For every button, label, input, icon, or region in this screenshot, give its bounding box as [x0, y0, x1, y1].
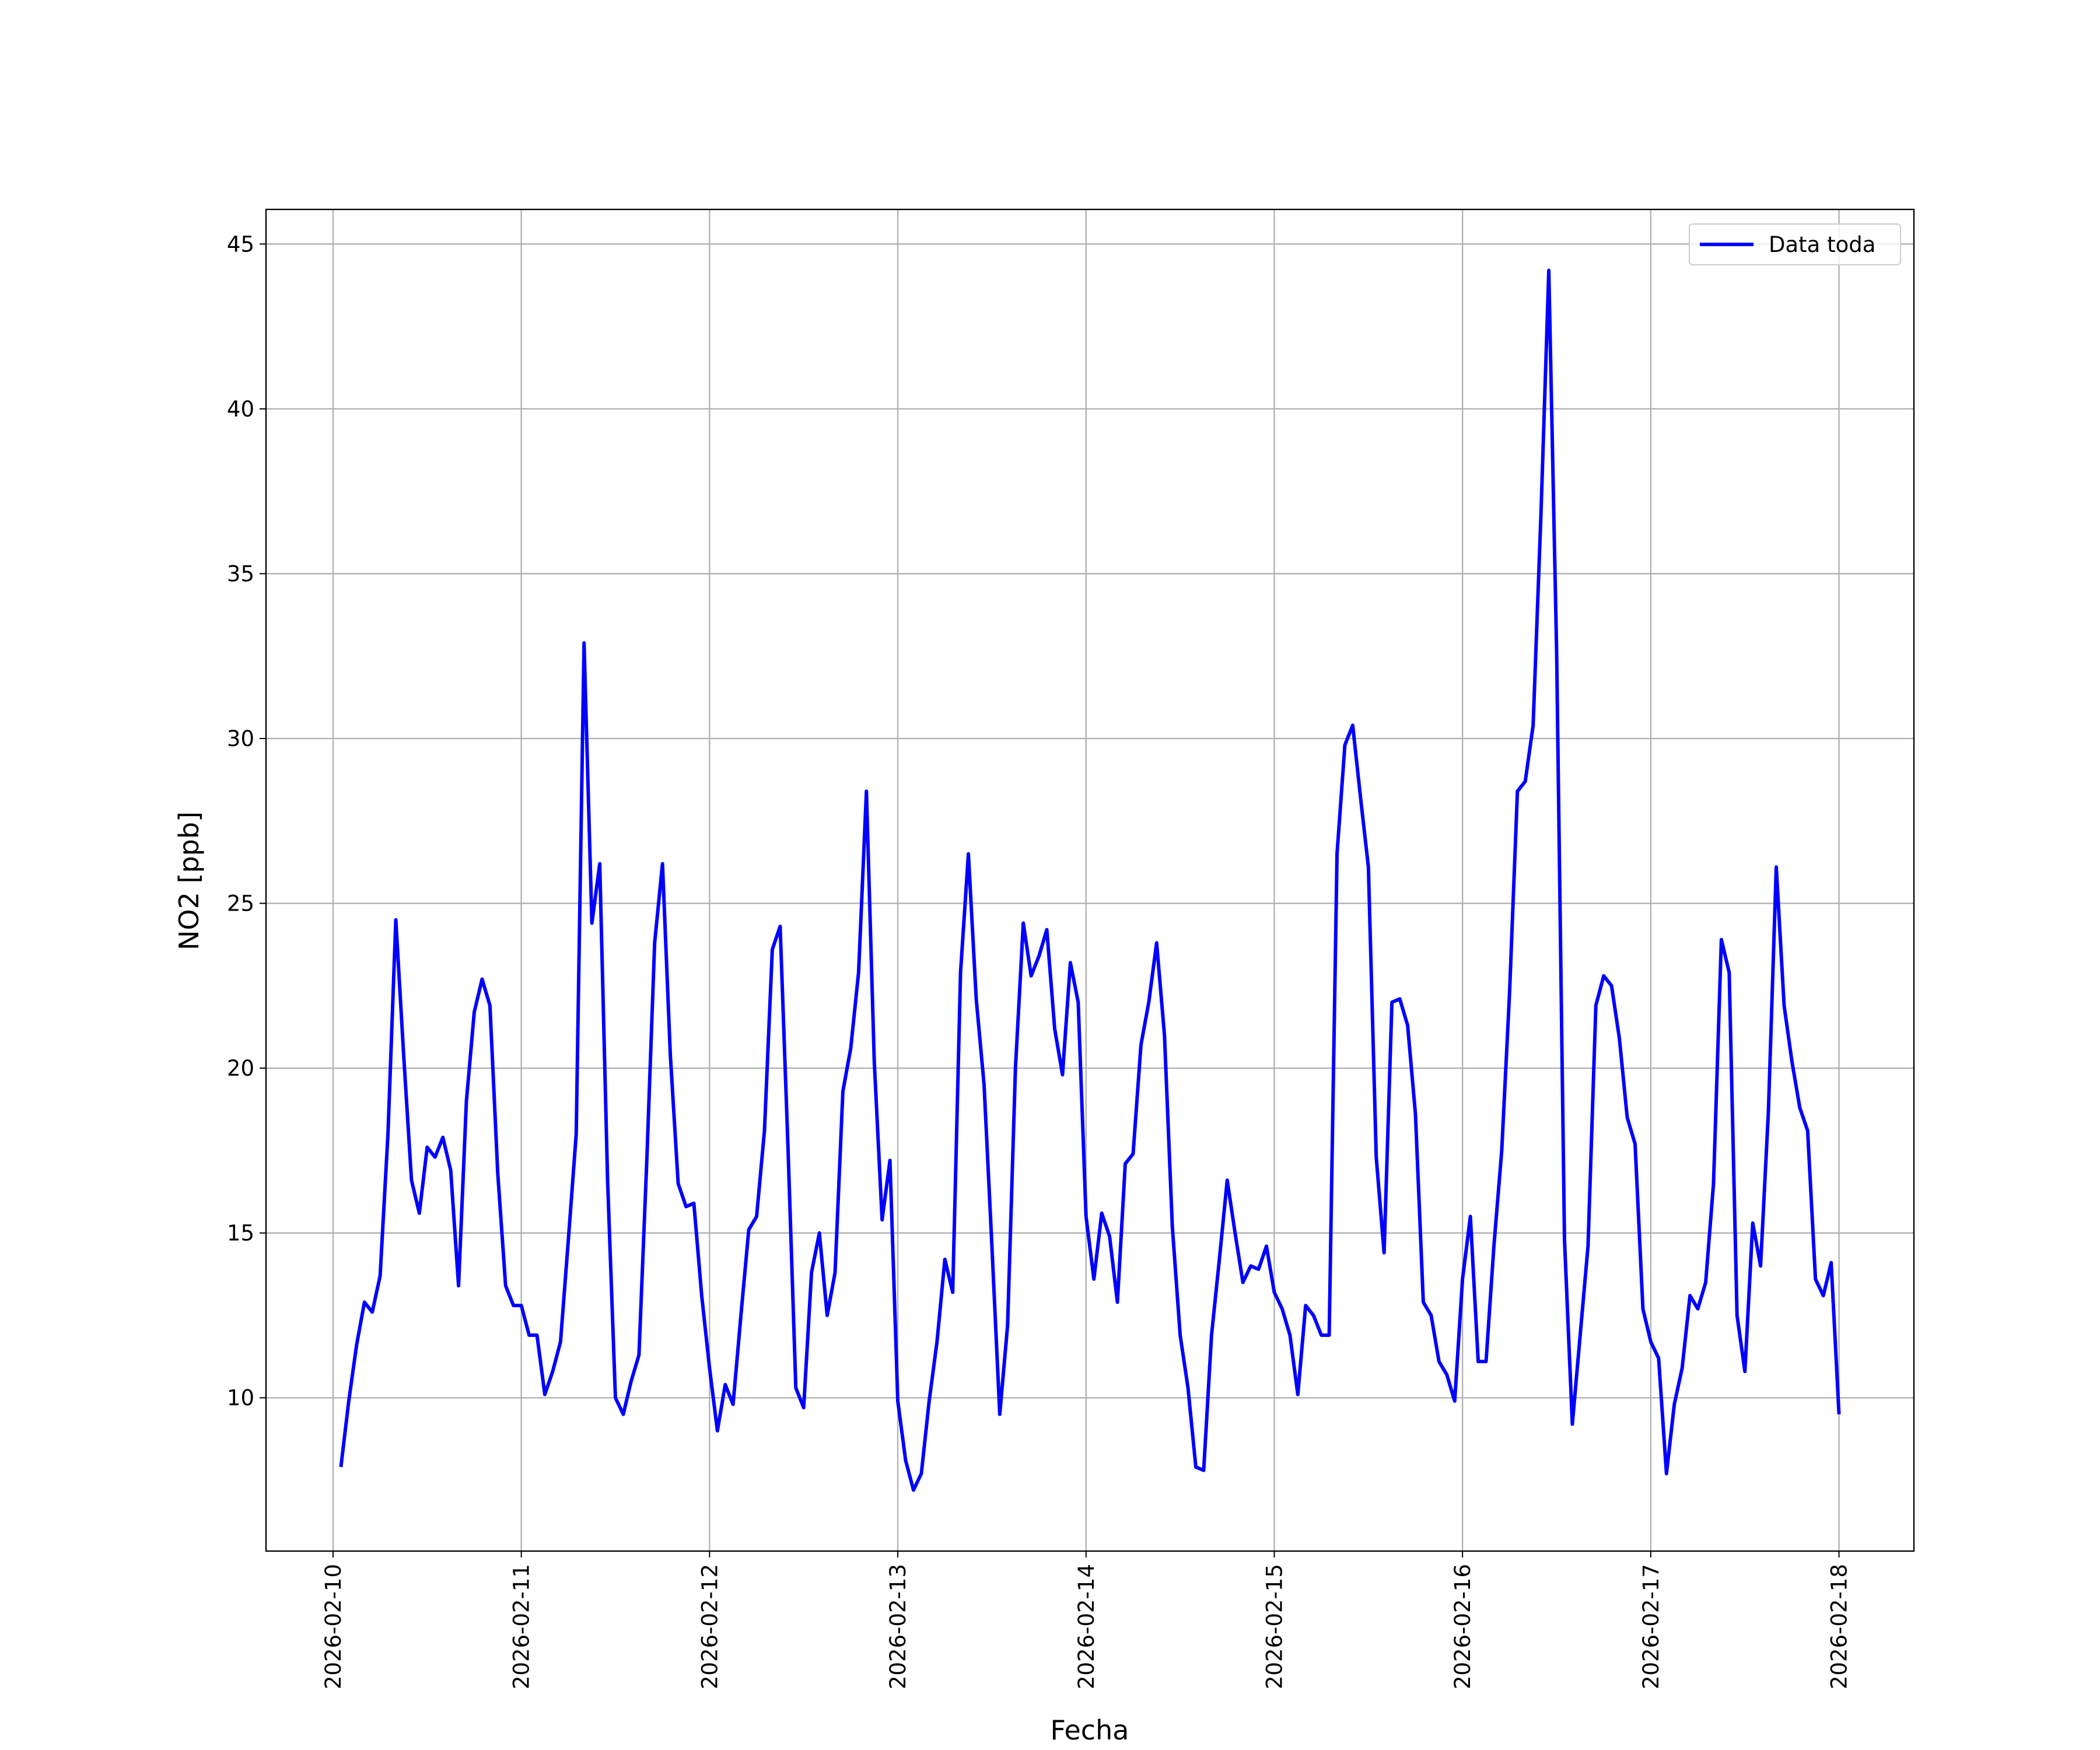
y-tick-label: 25 — [227, 891, 254, 916]
y-tick-label: 40 — [227, 397, 254, 422]
x-axis-label: Fecha — [1051, 1714, 1129, 1746]
x-tick-label: 2026-02-10 — [321, 1564, 346, 1689]
x-tick-label: 2026-02-17 — [1639, 1564, 1664, 1689]
x-tick-label: 2026-02-15 — [1262, 1564, 1287, 1689]
y-tick-label: 10 — [227, 1385, 254, 1410]
y-tick-label: 20 — [227, 1056, 254, 1081]
legend-label: Data toda — [1769, 232, 1875, 257]
x-tick-label: 2026-02-16 — [1450, 1564, 1475, 1689]
x-tick-label: 2026-02-18 — [1827, 1564, 1852, 1689]
y-tick-label: 15 — [227, 1221, 254, 1246]
plot-frame — [265, 208, 1915, 1552]
x-tick-label: 2026-02-11 — [509, 1564, 534, 1689]
legend-box — [1689, 223, 1901, 265]
y-tick-label: 45 — [227, 232, 254, 257]
y-tick-label: 30 — [227, 726, 254, 751]
y-axis-label: NO2 [ppb] — [173, 811, 205, 950]
data-line — [339, 268, 1841, 1492]
x-tick-label: 2026-02-12 — [697, 1564, 722, 1689]
y-tick-label: 35 — [227, 561, 254, 586]
x-tick-label: 2026-02-14 — [1074, 1564, 1099, 1689]
x-tick-label: 2026-02-13 — [886, 1564, 911, 1689]
